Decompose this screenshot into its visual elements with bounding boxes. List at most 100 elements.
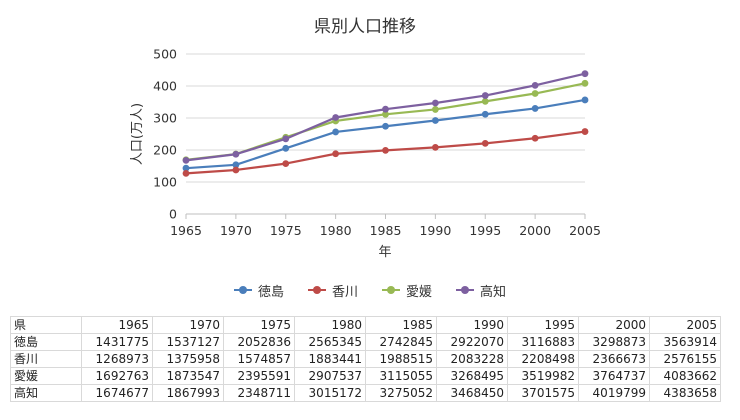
table-cell: 1268973 <box>81 350 153 368</box>
y-tick-label: 200 <box>153 143 177 158</box>
chart-title: 県別人口推移 <box>314 17 416 37</box>
data-point <box>382 146 389 154</box>
series-lines <box>182 70 589 177</box>
table-cell: 3015172 <box>294 384 366 402</box>
x-tick-label: 1975 <box>270 223 302 238</box>
data-point <box>431 106 439 113</box>
table-header-cell: 1980 <box>294 316 366 334</box>
table-row: 愛媛 1692763 1873547 2395591 2907537 31150… <box>10 367 721 385</box>
series-徳島 <box>182 96 589 172</box>
table-cell: 3468450 <box>436 384 508 402</box>
data-point <box>282 144 290 152</box>
table-cell: 2208498 <box>507 350 579 368</box>
x-tick-label: 1985 <box>370 223 402 238</box>
data-point <box>182 169 190 177</box>
table-cell: 3701575 <box>507 384 579 402</box>
chart-legend: 徳島 香川 愛媛 高知 <box>0 280 740 300</box>
data-point <box>431 143 439 151</box>
table-cell: 3764737 <box>578 367 650 385</box>
table-header-cell: 1990 <box>436 316 508 334</box>
table-header-cell: 1985 <box>365 316 437 334</box>
x-tick-label: 1965 <box>170 223 202 238</box>
series-高知 <box>182 70 589 164</box>
legend-label: 高知 <box>480 284 507 300</box>
x-tick-label: 1980 <box>320 223 352 238</box>
table-row: 高知 1674677 1867993 2348711 3015172 32750… <box>10 384 721 402</box>
table-header-cell: 1970 <box>152 316 224 334</box>
data-point <box>282 160 290 168</box>
table-cell: 1431775 <box>81 333 153 351</box>
legend-item-kagawa: 香川 <box>307 281 358 300</box>
table-cell: 2576155 <box>649 350 721 368</box>
legend-label: 香川 <box>331 284 358 300</box>
table-row: 香川 1268973 1375958 1574857 1883441 19885… <box>10 350 721 368</box>
table-row-label: 愛媛 <box>10 367 82 385</box>
data-point <box>481 97 489 105</box>
table-row-label: 高知 <box>10 384 82 402</box>
table-cell: 2742845 <box>365 333 437 351</box>
table-cell: 2366673 <box>578 350 650 368</box>
data-point <box>531 134 539 142</box>
legend-marker <box>456 285 475 295</box>
table-cell: 3275052 <box>365 384 437 402</box>
table-corner-cell: 県 <box>10 316 82 334</box>
data-point <box>232 150 240 158</box>
data-point <box>382 122 389 130</box>
legend-marker <box>382 285 400 295</box>
table-cell: 1883441 <box>294 350 366 368</box>
table-header-row: 県 1965 1970 1975 1980 1985 1990 1995 200… <box>10 316 721 334</box>
data-point <box>431 117 439 124</box>
legend-label: 徳島 <box>257 284 284 300</box>
table-cell: 3116883 <box>507 333 579 351</box>
data-point <box>382 110 389 118</box>
table-cell: 4019799 <box>578 384 650 402</box>
data-point <box>232 161 240 169</box>
line-chart: 県別人口推移 0 100 200 300 400 500 1965 1970 1975 1980… <box>130 17 601 260</box>
legend-marker <box>307 285 326 295</box>
gridlines <box>186 53 585 215</box>
table-cell: 2565345 <box>294 333 366 351</box>
x-tick-label: 1990 <box>419 223 451 238</box>
table-row-label: 徳島 <box>10 333 82 351</box>
data-point <box>481 110 489 118</box>
data-point <box>431 99 439 107</box>
y-axis-label: 人口(万人) <box>130 103 145 165</box>
table-header-cell: 2005 <box>649 316 721 334</box>
y-axis-ticks: 0 100 200 300 400 500 <box>153 47 177 222</box>
legend-item-kochi: 高知 <box>456 281 506 300</box>
table-cell: 2052836 <box>223 333 295 351</box>
table-cell: 1674677 <box>81 384 153 402</box>
table-header-cell: 1975 <box>223 316 295 334</box>
legend-marker <box>233 285 252 295</box>
data-point <box>481 139 489 147</box>
table-header-cell: 1995 <box>507 316 579 334</box>
data-point <box>332 114 340 121</box>
data-point <box>382 105 389 113</box>
table-cell: 1574857 <box>223 350 295 368</box>
data-point <box>531 81 539 89</box>
y-tick-label: 100 <box>153 175 177 190</box>
table-cell: 3268495 <box>436 367 508 385</box>
table-cell: 3563914 <box>649 333 721 351</box>
data-point <box>182 164 190 172</box>
table-cell: 2083228 <box>436 350 508 368</box>
data-point <box>332 150 340 158</box>
data-point <box>282 135 290 143</box>
table-cell: 1537127 <box>152 333 224 351</box>
population-table: 県 1965 1970 1975 1980 1985 1990 1995 200… <box>10 316 721 402</box>
x-axis-ticks: 1965 1970 1975 1980 1985 1990 1995 2000 2005 <box>170 214 601 238</box>
data-point <box>531 105 539 112</box>
y-tick-label: 300 <box>153 111 177 126</box>
y-tick-label: 0 <box>169 207 177 222</box>
table-cell: 3519982 <box>507 367 579 385</box>
table-cell: 2348711 <box>223 384 295 402</box>
data-point <box>581 79 589 87</box>
table-cell: 3298873 <box>578 333 650 351</box>
data-point <box>332 128 340 136</box>
table-cell: 3115055 <box>365 367 437 385</box>
legend-label: 愛媛 <box>406 284 433 300</box>
x-tick-label: 2005 <box>569 223 601 238</box>
table-cell: 2922070 <box>436 333 508 351</box>
table-header-cell: 2000 <box>578 316 650 334</box>
table-cell: 2395591 <box>223 367 295 385</box>
